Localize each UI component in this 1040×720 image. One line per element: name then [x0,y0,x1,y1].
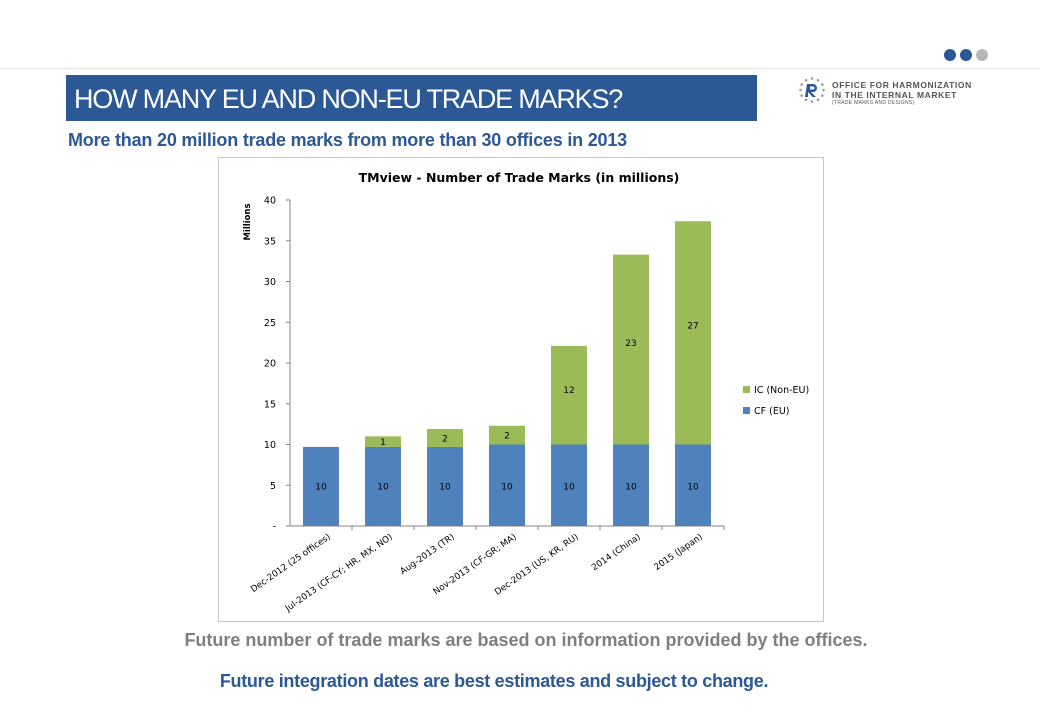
bar-segment-non-eu [427,429,463,447]
bar-segment-eu [613,444,649,526]
x-tick-label: Jul-2013 (CF-CY; HR, MX, NO) [283,532,395,614]
x-tick-label: Aug-2013 (TR) [399,532,457,577]
x-tick-label: 2015 (Japan) [653,532,705,573]
title-banner: HOW MANY EU AND NON-EU TRADE MARKS? [66,75,757,121]
bar-chart: TMview - Number of Trade Marks (in milli… [243,170,809,615]
bar-segment-eu [427,446,463,526]
y-tick-label: 15 [264,399,276,410]
bar-segment-eu [675,444,711,526]
page-title: HOW MANY EU AND NON-EU TRADE MARKS? [74,84,623,114]
y-tick-label: 25 [264,318,276,329]
legend-label: CF (EU) [754,406,790,417]
data-label: 10 [501,482,513,492]
data-label: 2 [442,434,448,444]
data-label: 2 [504,432,510,442]
header-divider [0,68,1040,69]
data-label: 1 [380,438,386,448]
dot-icon [976,49,988,61]
data-label: 10 [439,482,451,492]
ohim-r-logo-icon [799,77,825,103]
data-label: 10 [625,482,637,492]
ohim-logo: OFFICE FOR HARMONIZATION IN THE INTERNAL… [798,76,1008,112]
bar-segment-non-eu [613,254,649,445]
y-tick-label: - [273,522,276,533]
data-label: 10 [377,482,389,492]
bar-segment-eu [551,444,587,526]
data-label: 12 [563,386,574,396]
chart-title: TMview - Number of Trade Marks (in milli… [359,170,680,185]
footnote-offices: Future number of trade marks are based o… [184,630,868,650]
data-label: 10 [563,482,575,492]
y-tick-label: 30 [264,277,276,288]
data-label: 23 [625,339,636,349]
bar-segment-non-eu [675,221,711,445]
slide-nav-dots [944,49,988,61]
data-label: 27 [687,321,698,331]
legend-label: IC (Non-EU) [754,385,809,396]
dot-icon [944,49,956,61]
x-tick-label: 2014 (China) [590,532,643,573]
bar-segment-non-eu [551,345,587,445]
y-axis-label: Millions [243,203,253,240]
legend-swatch [743,386,750,393]
logo-text-line2: IN THE INTERNAL MARKET [832,90,957,100]
logo-text-line1: OFFICE FOR HARMONIZATION [832,80,972,90]
bar-segment-non-eu [489,425,525,445]
y-tick-label: 40 [264,196,276,207]
legend-swatch [743,407,750,414]
footnote-dates: Future integration dates are best estima… [219,671,769,691]
bar-segment-eu [489,444,525,526]
logo-text-line3: (TRADE MARKS AND DESIGNS) [832,100,915,106]
y-tick-label: 5 [270,481,276,492]
y-tick-label: 20 [264,359,276,370]
chart-container: TMview - Number of Trade Marks (in milli… [218,157,824,622]
data-label: 10 [315,482,327,492]
y-tick-label: 10 [264,440,276,451]
y-tick-label: 35 [264,236,276,247]
bar-segment-non-eu [365,436,401,447]
bar-segment-eu [365,446,401,526]
data-label: 10 [687,482,699,492]
bar-segment-eu [303,446,339,526]
dot-icon [960,49,972,61]
page-subtitle: More than 20 million trade marks from mo… [68,130,627,150]
